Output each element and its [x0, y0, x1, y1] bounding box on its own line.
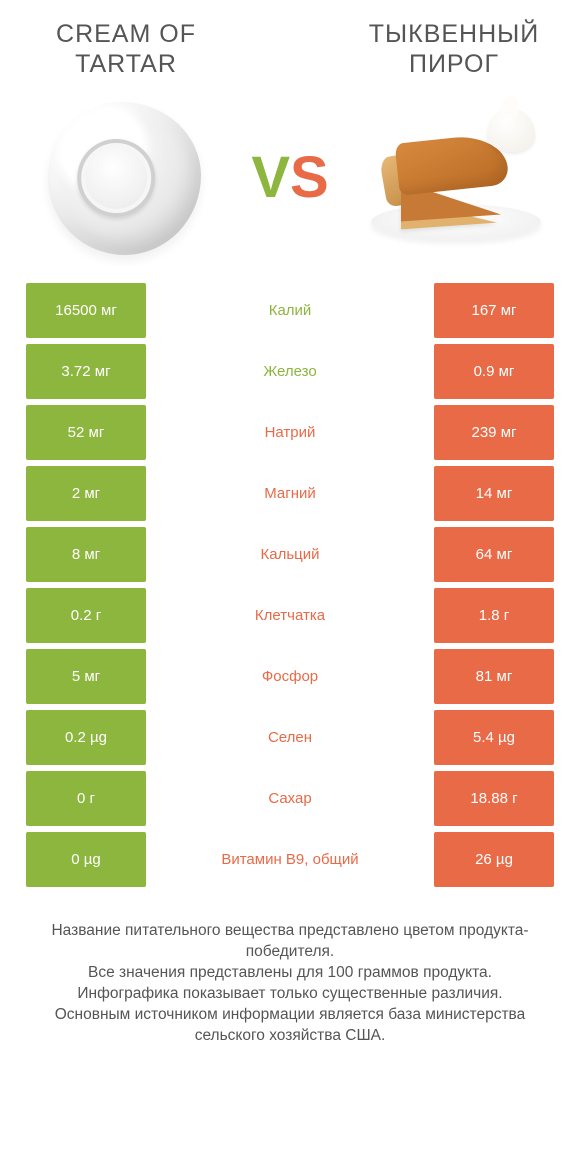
left-value: 2 мг — [26, 466, 146, 521]
table-row: 3.72 мгЖелезо0.9 мг — [26, 344, 554, 399]
left-value: 3.72 мг — [26, 344, 146, 399]
left-value: 16500 мг — [26, 283, 146, 338]
left-value: 0 µg — [26, 832, 146, 887]
footer-line-2: Все значения представлены для 100 граммо… — [28, 963, 552, 984]
vs-v: V — [251, 149, 290, 207]
right-value: 5.4 µg — [434, 710, 554, 765]
table-row: 2 мгМагний14 мг — [26, 466, 554, 521]
left-value: 0 г — [26, 771, 146, 826]
footer-line-1: Название питательного вещества представл… — [28, 921, 552, 963]
table-row: 5 мгФосфор81 мг — [26, 649, 554, 704]
comparison-table: 16500 мгКалий167 мг 3.72 мгЖелезо0.9 мг 52… — [16, 283, 564, 887]
vs-s: S — [290, 149, 329, 207]
footer-notes: Название питательного вещества представл… — [16, 887, 564, 1047]
right-value: 18.88 г — [434, 771, 554, 826]
right-title-line1: ТЫКВЕННЫЙ — [354, 20, 554, 50]
nutrient-label: Кальций — [146, 527, 434, 582]
left-title-line1: CREAM OF — [26, 20, 226, 50]
right-value: 81 мг — [434, 649, 554, 704]
nutrient-label: Селен — [146, 710, 434, 765]
left-value: 52 мг — [26, 405, 146, 460]
pumpkin-pie-icon — [371, 108, 541, 248]
nutrient-label: Железо — [146, 344, 434, 399]
right-value: 167 мг — [434, 283, 554, 338]
nutrient-label: Магний — [146, 466, 434, 521]
right-value: 239 мг — [434, 405, 554, 460]
nutrient-label: Витамин B9, общий — [146, 832, 434, 887]
images-row: VS — [16, 93, 564, 283]
cream-of-tartar-icon — [42, 96, 207, 261]
right-product-image — [366, 93, 546, 263]
vs-label: VS — [251, 149, 328, 207]
table-row: 52 мгНатрий239 мг — [26, 405, 554, 460]
table-row: 0.2 гКлетчатка1.8 г — [26, 588, 554, 643]
right-value: 14 мг — [434, 466, 554, 521]
footer-line-3: Инфографика показывает только существенн… — [28, 984, 552, 1005]
left-value: 0.2 µg — [26, 710, 146, 765]
left-title-line2: TARTAR — [26, 50, 226, 80]
table-row: 16500 мгКалий167 мг — [26, 283, 554, 338]
footer-line-4: Основным источником информации является … — [28, 1005, 552, 1047]
nutrient-label: Натрий — [146, 405, 434, 460]
left-product-image — [34, 93, 214, 263]
nutrient-label: Сахар — [146, 771, 434, 826]
left-value: 5 мг — [26, 649, 146, 704]
right-value: 26 µg — [434, 832, 554, 887]
table-row: 8 мгКальций64 мг — [26, 527, 554, 582]
right-title: ТЫКВЕННЫЙ ПИРОГ — [354, 20, 554, 79]
table-row: 0 µgВитамин B9, общий26 µg — [26, 832, 554, 887]
right-value: 64 мг — [434, 527, 554, 582]
right-value: 0.9 мг — [434, 344, 554, 399]
table-row: 0.2 µgСелен5.4 µg — [26, 710, 554, 765]
titles-row: CREAM OF TARTAR ТЫКВЕННЫЙ ПИРОГ — [16, 20, 564, 93]
left-title: CREAM OF TARTAR — [26, 20, 226, 79]
infographic: CREAM OF TARTAR ТЫКВЕННЫЙ ПИРОГ VS — [0, 0, 580, 1047]
left-value: 0.2 г — [26, 588, 146, 643]
nutrient-label: Фосфор — [146, 649, 434, 704]
table-row: 0 гСахар18.88 г — [26, 771, 554, 826]
nutrient-label: Калий — [146, 283, 434, 338]
left-value: 8 мг — [26, 527, 146, 582]
right-value: 1.8 г — [434, 588, 554, 643]
right-title-line2: ПИРОГ — [354, 50, 554, 80]
nutrient-label: Клетчатка — [146, 588, 434, 643]
